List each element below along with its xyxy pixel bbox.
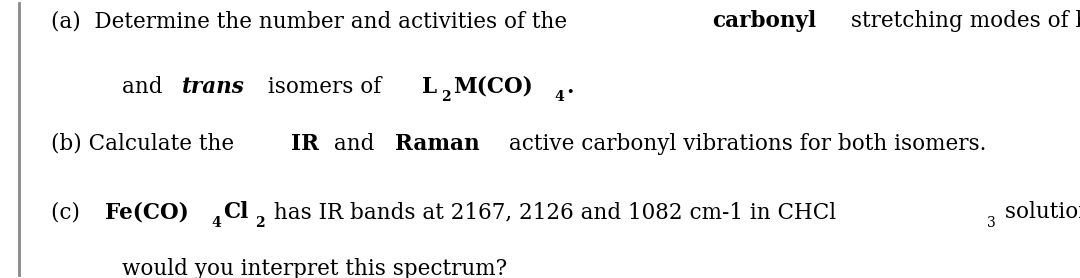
Text: 4: 4 xyxy=(554,90,564,105)
Text: L: L xyxy=(422,76,437,98)
Text: 3: 3 xyxy=(987,216,996,230)
Text: and: and xyxy=(326,133,381,155)
Text: (a)  Determine the number and activities of the: (a) Determine the number and activities … xyxy=(51,10,573,32)
Text: Fe(CO): Fe(CO) xyxy=(105,201,189,223)
Text: and: and xyxy=(122,76,170,98)
Text: stretching modes of both the: stretching modes of both the xyxy=(845,10,1080,32)
Text: 4: 4 xyxy=(211,216,220,230)
Text: (c): (c) xyxy=(51,201,94,223)
Text: would you interpret this spectrum?: would you interpret this spectrum? xyxy=(122,258,507,278)
Text: Raman: Raman xyxy=(395,133,480,155)
Text: has IR bands at 2167, 2126 and 1082 cm-1 in CHCl: has IR bands at 2167, 2126 and 1082 cm-1… xyxy=(268,201,837,223)
Text: .: . xyxy=(567,76,575,98)
Text: IR: IR xyxy=(292,133,320,155)
Text: carbonyl: carbonyl xyxy=(713,10,816,32)
Text: (b) Calculate the: (b) Calculate the xyxy=(51,133,241,155)
Text: 2: 2 xyxy=(255,216,265,230)
Text: trans: trans xyxy=(181,76,245,98)
Text: 2: 2 xyxy=(442,90,450,105)
Text: active carbonyl vibrations for both isomers.: active carbonyl vibrations for both isom… xyxy=(502,133,987,155)
Text: isomers of: isomers of xyxy=(261,76,389,98)
Text: solution. How: solution. How xyxy=(998,201,1080,223)
Text: Cl: Cl xyxy=(224,201,248,223)
Text: M(CO): M(CO) xyxy=(454,76,534,98)
